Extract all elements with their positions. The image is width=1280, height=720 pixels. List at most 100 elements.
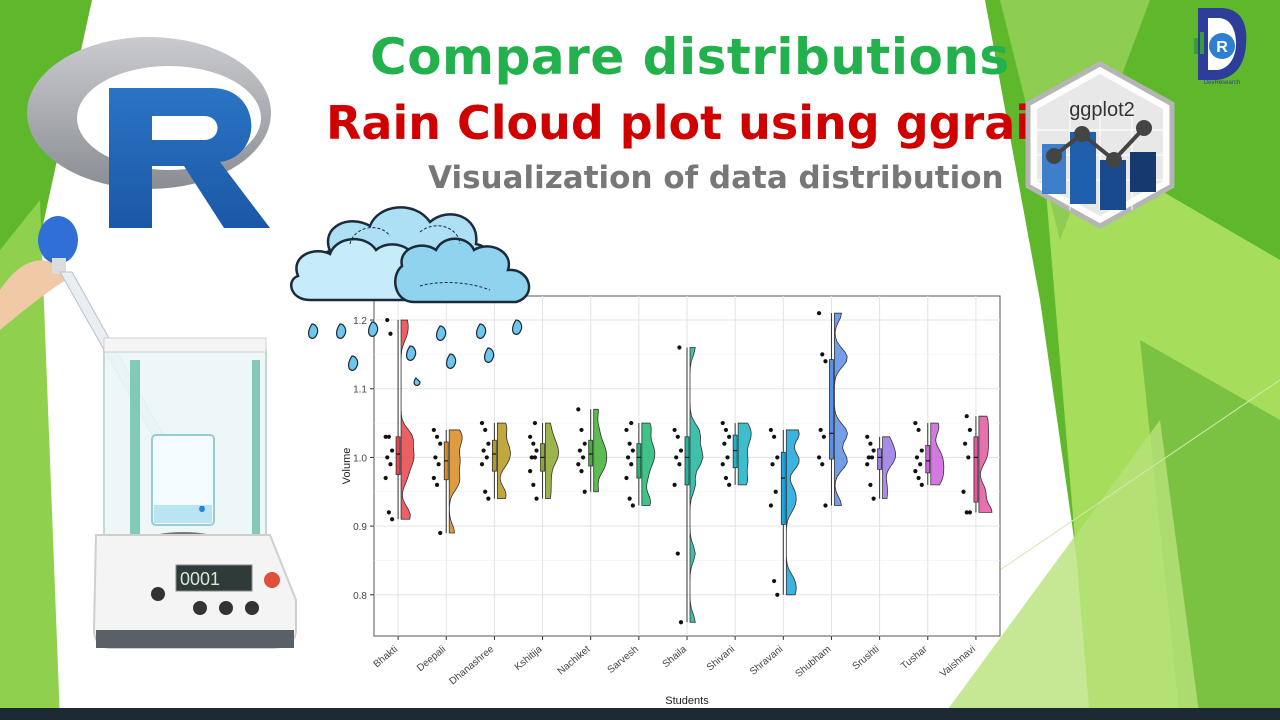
data-point xyxy=(820,462,825,467)
data-point xyxy=(727,482,732,487)
data-point xyxy=(868,441,873,446)
data-point xyxy=(675,434,680,439)
data-point xyxy=(531,441,536,446)
data-point xyxy=(383,434,388,439)
rain-cloud-illustration xyxy=(290,206,531,386)
x-tick-label: Deepali xyxy=(415,644,448,674)
box xyxy=(877,448,883,470)
data-point xyxy=(625,455,631,460)
bottom-bar xyxy=(0,708,1280,720)
page-tagline: Visualization of data distribution xyxy=(428,160,1004,196)
page-subtitle: Rain Cloud plot using ggrain xyxy=(326,96,1064,150)
data-point xyxy=(486,496,491,501)
data-point xyxy=(436,462,441,467)
data-point xyxy=(624,475,629,481)
svg-text:R: R xyxy=(1216,39,1228,56)
data-point xyxy=(434,434,440,439)
r-logo xyxy=(27,37,271,228)
data-point xyxy=(675,551,680,556)
data-point xyxy=(483,489,488,494)
box xyxy=(780,451,786,525)
density-half-violin xyxy=(785,429,800,596)
data-point xyxy=(768,427,774,433)
data-point xyxy=(722,441,727,446)
data-point xyxy=(871,496,876,501)
data-point xyxy=(964,414,969,419)
data-point xyxy=(821,434,826,439)
raincloud-kshitija xyxy=(528,420,559,501)
data-point xyxy=(963,441,968,446)
box xyxy=(588,439,594,467)
data-point xyxy=(534,496,539,501)
data-point xyxy=(773,489,778,494)
data-point xyxy=(630,503,635,508)
scale-button xyxy=(151,587,165,601)
data-point xyxy=(627,496,632,501)
data-point xyxy=(823,503,828,508)
data-point xyxy=(674,455,679,460)
data-point xyxy=(866,455,871,460)
data-point xyxy=(579,469,584,474)
brand-label: DevResearch xyxy=(1204,80,1240,86)
data-point xyxy=(481,448,486,453)
y-tick-label: 1.0 xyxy=(353,453,367,464)
data-point xyxy=(871,448,876,453)
x-tick-label: Sarvesh xyxy=(606,644,641,676)
data-point xyxy=(869,455,875,460)
data-point xyxy=(576,407,581,412)
balance-illustration: 0001 xyxy=(0,216,297,649)
data-point xyxy=(579,427,584,433)
raincloud-dhanashree xyxy=(479,420,511,501)
data-point xyxy=(918,462,923,467)
density-half-violin xyxy=(882,436,896,500)
density-half-violin xyxy=(689,347,704,623)
box xyxy=(684,436,690,486)
hand-icon xyxy=(0,260,66,330)
data-point xyxy=(434,482,440,487)
data-point xyxy=(919,448,924,453)
data-point xyxy=(438,530,443,536)
data-point xyxy=(919,482,924,487)
data-point xyxy=(386,434,391,439)
data-point xyxy=(816,455,822,460)
data-point xyxy=(388,462,393,467)
data-point xyxy=(816,311,822,316)
scale-button xyxy=(245,601,259,615)
raincloud-bhakti xyxy=(383,317,415,522)
data-point xyxy=(967,510,973,515)
x-tick-label: Kshitija xyxy=(513,644,545,673)
x-tick-label: Nachiket xyxy=(556,644,593,678)
density-half-violin xyxy=(978,415,993,513)
data-point xyxy=(678,448,684,453)
raincloud-nachiket xyxy=(576,407,608,494)
density-half-violin xyxy=(834,312,848,506)
box xyxy=(395,436,401,475)
data-point xyxy=(534,448,539,453)
data-point xyxy=(580,455,586,460)
density-half-violin xyxy=(930,422,945,486)
data-point xyxy=(582,441,587,446)
x-axis-label: Students xyxy=(665,695,709,707)
raincloud-tushar xyxy=(913,420,945,487)
density-half-violin xyxy=(400,319,415,520)
data-point xyxy=(770,462,775,467)
x-tick-label: Srushti xyxy=(851,644,882,672)
x-tick-label: Shubham xyxy=(794,644,834,680)
data-point xyxy=(630,448,635,453)
y-tick-label: 1.1 xyxy=(353,385,367,396)
data-point xyxy=(772,578,777,584)
data-point xyxy=(720,420,725,426)
box xyxy=(925,444,931,474)
x-tick-label: Shivani xyxy=(705,644,737,674)
data-point xyxy=(577,448,582,453)
data-point xyxy=(627,441,632,446)
data-point xyxy=(438,441,443,446)
data-point xyxy=(386,510,391,515)
data-point xyxy=(772,434,777,439)
data-point xyxy=(913,469,918,474)
scale-button xyxy=(193,601,207,615)
data-point xyxy=(723,427,729,433)
raincloud-shravani xyxy=(768,427,800,597)
data-point xyxy=(484,455,489,460)
